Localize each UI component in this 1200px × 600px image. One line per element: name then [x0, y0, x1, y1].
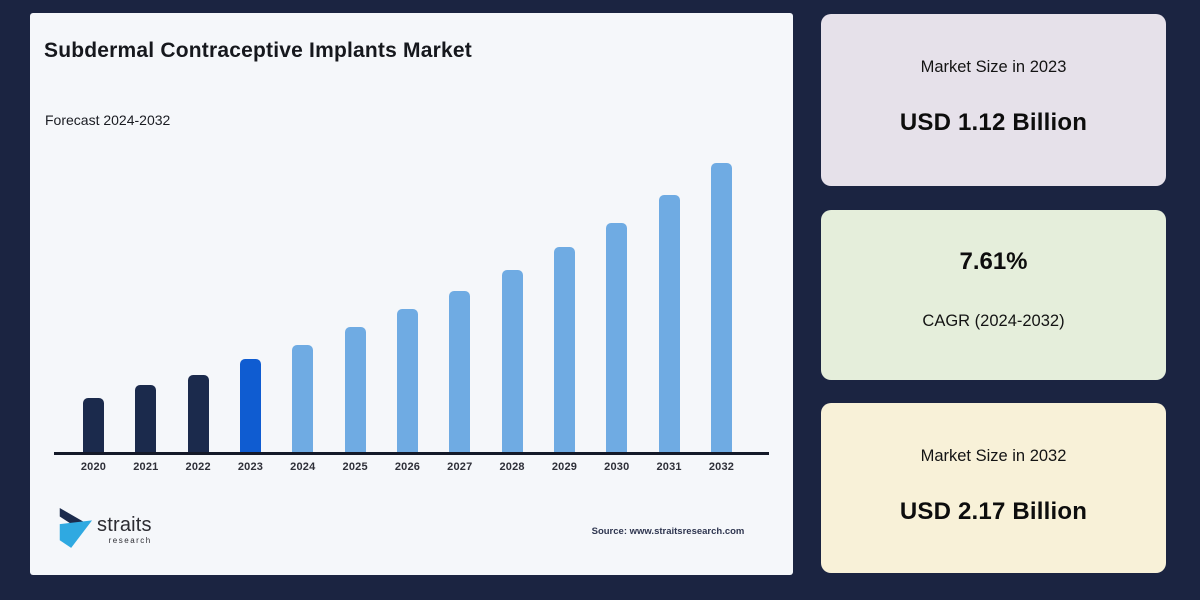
x-tick-2023: 2023 — [237, 461, 264, 473]
stat-card-value: 7.61% — [959, 248, 1028, 275]
chart-panel: Subdermal Contraceptive Implants Market … — [30, 13, 793, 575]
bar-2024 — [292, 345, 314, 452]
straits-research-logo: straits research — [55, 504, 152, 555]
logo-name: straits — [97, 513, 152, 536]
stat-card-value: USD 1.12 Billion — [899, 109, 1088, 136]
bar-2020 — [83, 398, 104, 452]
stat-card-value: USD 2.17 Billion — [899, 498, 1088, 525]
x-tick-2022: 2022 — [185, 461, 211, 473]
bar-2027 — [449, 291, 471, 452]
stat-card-title: Market Size in 2023 — [920, 58, 1067, 76]
x-tick-2026: 2026 — [394, 461, 421, 473]
bar-2026 — [396, 309, 418, 452]
stat-card-cagr: 7.61% CAGR (2024-2032) — [821, 210, 1166, 380]
bar-2032 — [710, 163, 732, 452]
bar-2028 — [501, 270, 523, 452]
x-tick-2031: 2031 — [656, 461, 682, 473]
x-axis-line — [54, 452, 769, 455]
bar-2031 — [658, 195, 680, 452]
page-title: Subdermal Contraceptive Implants Market — [44, 39, 472, 62]
bar-2022 — [187, 375, 209, 452]
bar-2023 — [239, 359, 261, 452]
x-tick-2024: 2024 — [290, 461, 316, 473]
stat-card-title: Market Size in 2032 — [920, 447, 1067, 465]
x-tick-2020: 2020 — [80, 461, 107, 473]
forecast-subtitle: Forecast 2024-2032 — [45, 112, 171, 128]
x-axis-tick-labels: 2020 2021 2022 2023 2024 2025 2026 2027 2028 2029… — [54, 461, 769, 477]
x-tick-2028: 2028 — [499, 461, 525, 473]
bar-2025 — [344, 327, 366, 452]
bar-chart — [54, 150, 769, 452]
logo-subtext: research — [108, 535, 152, 545]
stat-card-market-size-2032: Market Size in 2032 USD 2.17 Billion — [821, 403, 1166, 573]
x-tick-2032: 2032 — [708, 461, 735, 473]
x-tick-2025: 2025 — [342, 461, 368, 473]
x-tick-2027: 2027 — [447, 461, 473, 473]
logo-text: straits research — [97, 515, 152, 545]
x-tick-2029: 2029 — [551, 461, 578, 473]
bar-2021 — [135, 385, 157, 452]
x-tick-2021: 2021 — [133, 461, 159, 473]
straits-logo-icon — [55, 504, 93, 555]
x-tick-2030: 2030 — [604, 461, 630, 473]
source-attribution: Source: www.straitsresearch.com — [591, 526, 745, 537]
stat-card-title: CAGR (2024-2032) — [922, 312, 1065, 330]
bar-2029 — [553, 247, 575, 452]
stat-card-market-size-2023: Market Size in 2023 USD 1.12 Billion — [821, 14, 1166, 186]
bar-2030 — [606, 223, 628, 452]
